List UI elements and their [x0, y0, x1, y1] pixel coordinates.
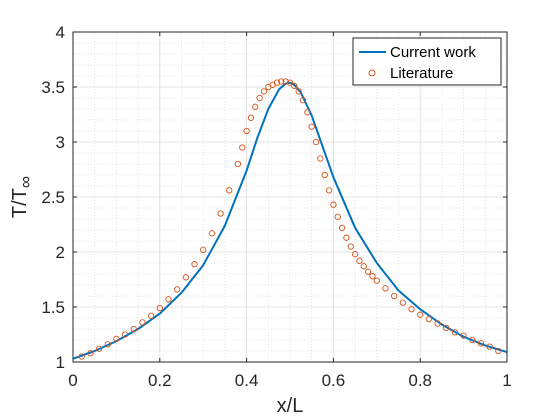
y-tick-label: 2: [56, 243, 65, 262]
y-tick-label: 1: [56, 353, 65, 372]
x-tick-label: 1: [502, 371, 511, 390]
y-axis-label-main: T/T: [9, 188, 31, 218]
x-axis-label: x/L: [277, 395, 304, 417]
y-tick-label: 4: [56, 23, 65, 42]
x-tick-label: 0.8: [408, 371, 432, 390]
y-axis-label-subscript: ∞: [16, 176, 35, 188]
legend-label-current-work: Current work: [390, 44, 476, 61]
y-tick-label: 1.5: [41, 298, 65, 317]
y-tick-label: 3: [56, 133, 65, 152]
x-tick-label: 0: [68, 371, 77, 390]
x-tick-label: 0.6: [322, 371, 346, 390]
y-tick-label: 3.5: [41, 78, 65, 97]
x-tick-label: 0.2: [148, 371, 172, 390]
x-tick-label: 0.4: [235, 371, 259, 390]
y-axis-label: T/T∞: [9, 176, 35, 218]
y-tick-label: 2.5: [41, 188, 65, 207]
legend: Current work Literature: [353, 38, 501, 85]
legend-label-literature: Literature: [390, 65, 453, 82]
